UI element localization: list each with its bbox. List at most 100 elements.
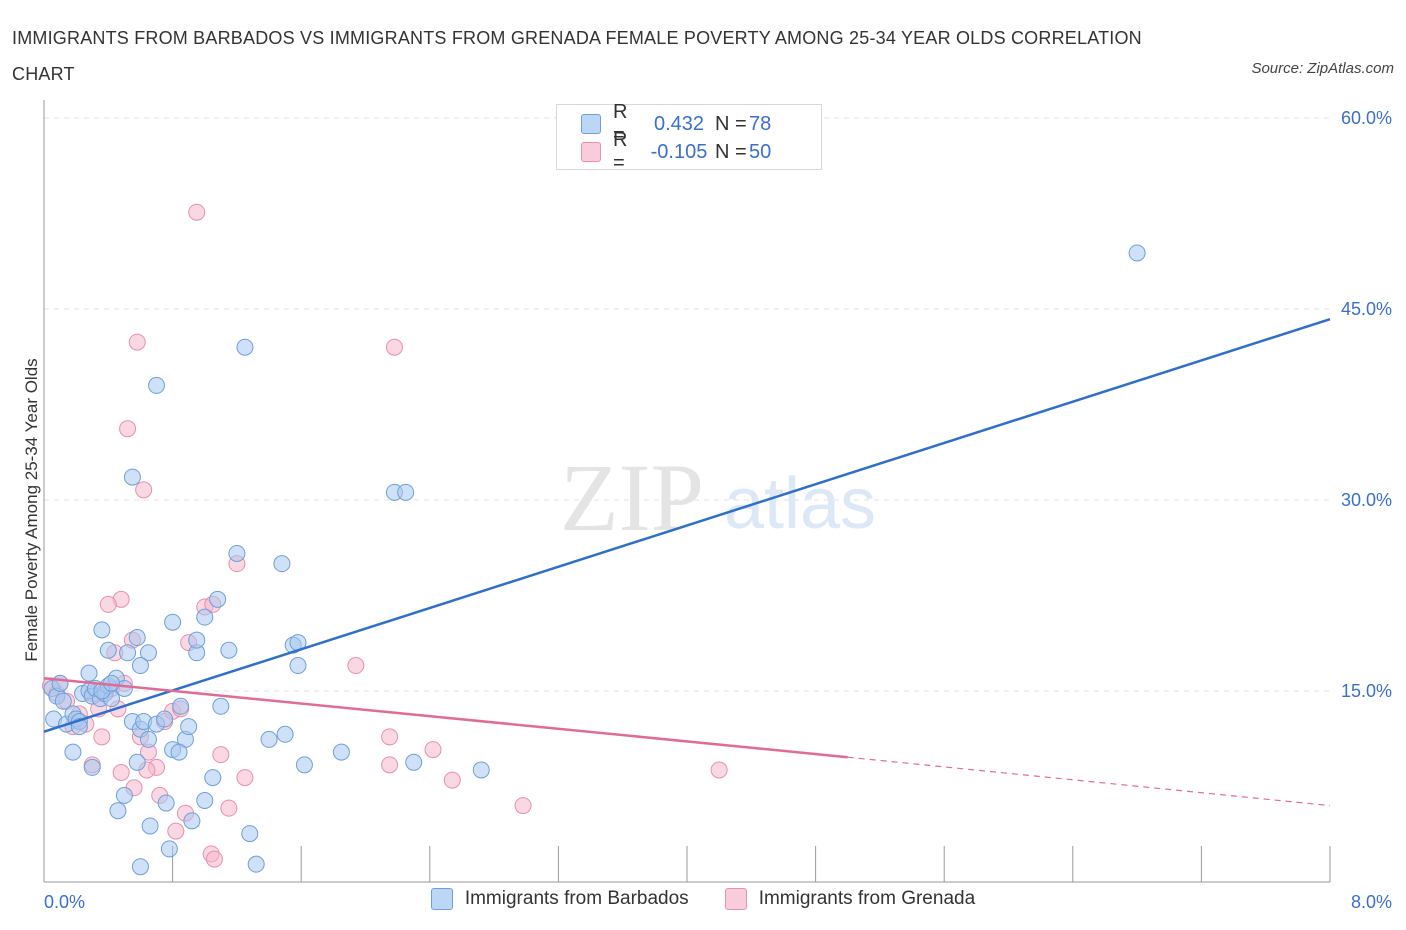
grenada-point-21 bbox=[188, 203, 206, 221]
legend-item-grenada[interactable]: Immigrants from Grenada bbox=[724, 888, 976, 910]
barbados-point-40 bbox=[170, 743, 188, 761]
barbados-point-51 bbox=[123, 468, 141, 486]
barbados-point-41 bbox=[183, 812, 201, 830]
barbados-point-73 bbox=[1128, 244, 1146, 262]
barbados-point-72 bbox=[472, 761, 490, 779]
y-tick-label-3: 60.0% bbox=[1341, 108, 1392, 128]
grenada-point-48 bbox=[424, 741, 442, 759]
barbados-point-37 bbox=[128, 753, 146, 771]
watermark: ZIP atlas bbox=[560, 444, 876, 551]
x-tick-label-max: 8.0% bbox=[1351, 892, 1392, 912]
barbados-point-46 bbox=[228, 544, 246, 562]
legend-swatch-barbados bbox=[581, 114, 601, 134]
barbados-point-59 bbox=[119, 644, 137, 662]
barbados-point-74 bbox=[289, 657, 307, 675]
y-tick-label-2: 45.0% bbox=[1341, 299, 1392, 319]
legend-n-value-grenada: 50 bbox=[749, 140, 772, 163]
grenada-point-27 bbox=[236, 769, 254, 787]
barbados-point-53 bbox=[188, 631, 206, 649]
y-axis-label-wrap: Female Poverty Among 25-34 Year Olds bbox=[20, 320, 44, 700]
grenada-point-25 bbox=[220, 799, 238, 817]
grenada-point-28 bbox=[119, 420, 137, 438]
barbados-point-45 bbox=[220, 641, 238, 659]
grenada-point-44 bbox=[347, 657, 365, 675]
barbados-point-70 bbox=[397, 483, 415, 501]
legend-r-value-barbados: 0.432 bbox=[653, 112, 705, 135]
trend-lines bbox=[43, 317, 1331, 807]
grenada-point-32 bbox=[99, 595, 117, 613]
barbados-point-22 bbox=[139, 730, 157, 748]
grenada-point-29 bbox=[128, 333, 146, 351]
legend-row-grenada: R = -0.105 N = 50 bbox=[581, 129, 772, 174]
watermark-atlas: atlas bbox=[724, 464, 876, 544]
barbados-point-39 bbox=[157, 794, 175, 812]
barbados-point-38 bbox=[141, 817, 159, 835]
grenada-point-51 bbox=[710, 761, 728, 779]
legend-n-label: N = bbox=[715, 112, 747, 135]
watermark-zip: ZIP bbox=[560, 444, 704, 551]
grenada-point-50 bbox=[514, 797, 532, 815]
grenada-point-49 bbox=[443, 771, 461, 789]
barbados-point-26 bbox=[172, 697, 190, 715]
barbados-point-35 bbox=[109, 802, 127, 820]
barbados-point-61 bbox=[93, 621, 111, 639]
barbados-point-34 bbox=[83, 758, 101, 776]
legend-label-grenada: Immigrants from Grenada bbox=[758, 888, 976, 909]
barbados-point-76 bbox=[131, 858, 149, 876]
chart-title: IMMIGRANTS FROM BARBADOS VS IMMIGRANTS F… bbox=[12, 28, 1142, 84]
legend-n-value-barbados: 78 bbox=[749, 112, 772, 135]
legend-key-barbados bbox=[430, 888, 453, 910]
barbados-point-43 bbox=[204, 769, 222, 787]
barbados-point-33 bbox=[64, 743, 82, 761]
grenada-point-34 bbox=[93, 728, 111, 746]
axes bbox=[43, 100, 1331, 883]
y-tick-label-0: 15.0% bbox=[1341, 681, 1392, 701]
grenada-point-36 bbox=[112, 763, 130, 781]
barbados-point-71 bbox=[405, 753, 423, 771]
barbados-point-48 bbox=[241, 825, 259, 843]
grenada-point-40 bbox=[167, 822, 185, 840]
y-tick-label-1: 30.0% bbox=[1341, 490, 1392, 510]
barbados-point-54 bbox=[196, 608, 214, 626]
barbados-point-28 bbox=[180, 718, 198, 736]
barbados-point-64 bbox=[276, 725, 294, 743]
trend-line-grenada-extension bbox=[847, 756, 1331, 807]
grid-lines bbox=[44, 117, 1330, 692]
barbados-point-50 bbox=[148, 376, 166, 394]
barbados-point-67 bbox=[295, 756, 313, 774]
legend-key-grenada bbox=[724, 888, 747, 910]
barbados-point-63 bbox=[260, 730, 278, 748]
series-legend: Immigrants from Barbados Immigrants from… bbox=[0, 888, 1406, 910]
x-tick-label-min: 0.0% bbox=[44, 892, 85, 912]
grenada-point-45 bbox=[385, 338, 403, 356]
legend-n-label: N = bbox=[715, 140, 747, 163]
legend-swatch-grenada bbox=[581, 142, 601, 162]
grenada-point-43 bbox=[205, 850, 223, 868]
barbados-point-36 bbox=[115, 786, 133, 804]
barbados-point-2 bbox=[51, 674, 69, 692]
barbados-point-3 bbox=[54, 692, 72, 710]
barbados-point-60 bbox=[99, 641, 117, 659]
legend-label-barbados: Immigrants from Barbados bbox=[464, 888, 689, 909]
grenada-point-47 bbox=[381, 756, 399, 774]
trend-line-barbados bbox=[43, 317, 1331, 733]
barbados-point-44 bbox=[212, 697, 230, 715]
barbados-point-56 bbox=[139, 644, 157, 662]
barbados-point-52 bbox=[164, 613, 182, 631]
stats-legend: R = 0.432 N = 78 R = -0.105 N = 50 bbox=[556, 101, 822, 174]
y-axis-label: Female Poverty Among 25-34 Year Olds bbox=[22, 358, 41, 662]
legend-row-barbados: R = 0.432 N = 78 bbox=[581, 101, 772, 146]
legend-r-label: R = bbox=[613, 101, 628, 146]
y-tick-labels: 15.0% 30.0% 45.0% 60.0% bbox=[1341, 108, 1392, 701]
series-barbados-points bbox=[43, 244, 1146, 876]
barbados-point-55 bbox=[209, 590, 227, 608]
barbados-point-42 bbox=[196, 792, 214, 810]
trend-line-grenada bbox=[43, 677, 848, 759]
barbados-point-68 bbox=[332, 743, 350, 761]
grenada-point-30 bbox=[135, 481, 153, 499]
legend-r-value-grenada: -0.105 bbox=[650, 140, 708, 163]
legend-r-label: R = bbox=[613, 129, 628, 174]
legend-item-barbados[interactable]: Immigrants from Barbados bbox=[430, 888, 689, 910]
grenada-point-46 bbox=[381, 728, 399, 746]
